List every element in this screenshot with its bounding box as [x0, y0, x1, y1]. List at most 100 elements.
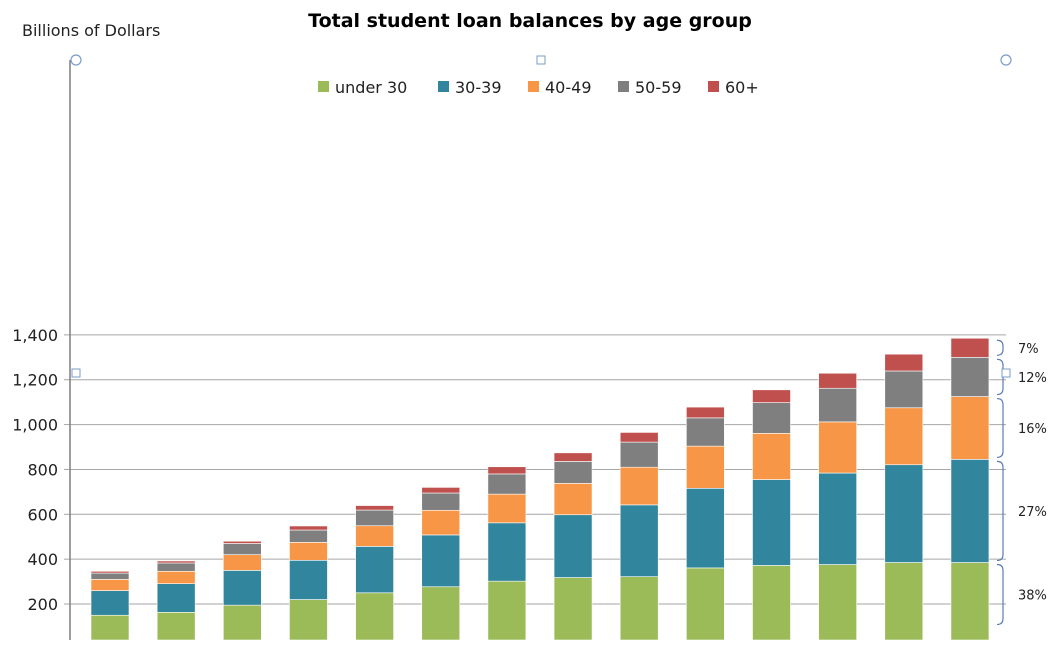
bar-segment [289, 559, 328, 600]
bar-segment [553, 452, 593, 462]
bar-segment [818, 472, 857, 565]
bar-segment [156, 570, 196, 584]
bracket [996, 460, 1004, 562]
gridlines [70, 334, 1006, 605]
bar-segment [619, 576, 659, 641]
bar-segment [90, 614, 130, 641]
share-label: 27% [1018, 505, 1047, 520]
share-label: 12% [1018, 371, 1047, 386]
bar-segment [487, 493, 527, 524]
bar-segment [553, 483, 593, 516]
bar-segment [223, 604, 262, 641]
resize-handle[interactable] [70, 54, 82, 66]
bar-segment [90, 590, 130, 616]
bar-segment [156, 562, 196, 572]
bar-segment [553, 577, 593, 641]
bar-segment [421, 492, 461, 511]
legend-swatch [708, 81, 719, 92]
bar-segment [686, 417, 725, 447]
bar-segment [818, 564, 857, 641]
legend-swatch [438, 81, 449, 92]
legend-label: 60+ [725, 78, 759, 97]
bar-segment [950, 356, 990, 397]
bar-segment [884, 464, 924, 563]
bar-segment [752, 402, 791, 434]
bar-segment [950, 562, 990, 641]
bar-segment [90, 570, 130, 574]
chart-title: Total student loan balances by age group [308, 10, 752, 32]
bar-segment [223, 554, 262, 571]
legend-label: 40-49 [545, 78, 592, 97]
bar-segment [487, 466, 527, 475]
bar-segment [487, 473, 527, 495]
share-annotations: 7% 12% 16% 27% 38% [996, 339, 1047, 626]
bar-segment [553, 514, 593, 578]
legend-swatch [528, 81, 539, 92]
bars [90, 337, 990, 641]
share-label: 7% [1018, 342, 1039, 357]
bar-segment [355, 525, 394, 547]
bar-segment [355, 592, 394, 641]
bar-segment [421, 509, 461, 536]
bar-segment [686, 567, 725, 641]
y-tick-label: 200 [27, 595, 58, 614]
bar-segment [156, 583, 196, 613]
y-axis-ticks: 200 400 600 800 1,000 1,200 1,400 [12, 326, 70, 614]
resize-handle[interactable] [71, 368, 81, 378]
bar-segment [818, 387, 857, 423]
legend-swatch [618, 81, 629, 92]
bar-segment [619, 432, 659, 443]
bar-segment [223, 540, 262, 544]
bar-segment [487, 522, 527, 582]
y-tick-label: 1,000 [12, 416, 58, 435]
bar-segment [156, 560, 196, 564]
share-label: 38% [1018, 588, 1047, 603]
resize-handle[interactable] [1001, 368, 1011, 378]
share-label: 16% [1018, 422, 1047, 437]
y-axis-label: Billions of Dollars [22, 21, 160, 40]
legend-label: under 30 [335, 78, 407, 97]
bar-segment [619, 504, 659, 577]
bracket [996, 397, 1004, 458]
selection-handles[interactable] [70, 54, 1012, 378]
legend-swatch [318, 81, 329, 92]
bar-segment [553, 461, 593, 484]
bar-segment [619, 466, 659, 506]
bar-segment [223, 543, 262, 555]
bar-segment [686, 487, 725, 569]
bar-segment [884, 407, 924, 466]
bar-segment [884, 370, 924, 409]
bar-segment [752, 433, 791, 480]
bar-segment [884, 562, 924, 641]
y-tick-label: 1,200 [12, 371, 58, 390]
y-tick-label: 600 [27, 505, 58, 524]
legend: under 30 30-39 40-49 50-59 60+ [318, 78, 759, 97]
bar-segment [950, 396, 990, 460]
y-tick-label: 1,400 [12, 326, 58, 345]
bar-segment [686, 406, 725, 419]
bar-segment [818, 372, 857, 389]
legend-label: 50-59 [635, 78, 682, 97]
bar-segment [223, 570, 262, 606]
bar-segment [355, 505, 394, 511]
bracket [996, 563, 1004, 626]
bar-segment [421, 534, 461, 588]
bar-segment [355, 509, 394, 527]
bar-segment [619, 441, 659, 468]
bar-segment [884, 353, 924, 372]
bar-segment [752, 389, 791, 403]
y-tick-label: 800 [27, 460, 58, 479]
resize-handle[interactable] [1000, 54, 1012, 66]
bar-segment [289, 542, 328, 561]
bar-segment [156, 612, 196, 641]
bar-segment [90, 579, 130, 591]
resize-handle[interactable] [536, 55, 546, 65]
bar-segment [752, 479, 791, 566]
bar-segment [421, 487, 461, 494]
legend-label: 30-39 [455, 78, 502, 97]
bar-segment [950, 337, 990, 358]
bar-segment [818, 421, 857, 474]
bar-segment [752, 565, 791, 641]
bar-segment [90, 572, 130, 580]
